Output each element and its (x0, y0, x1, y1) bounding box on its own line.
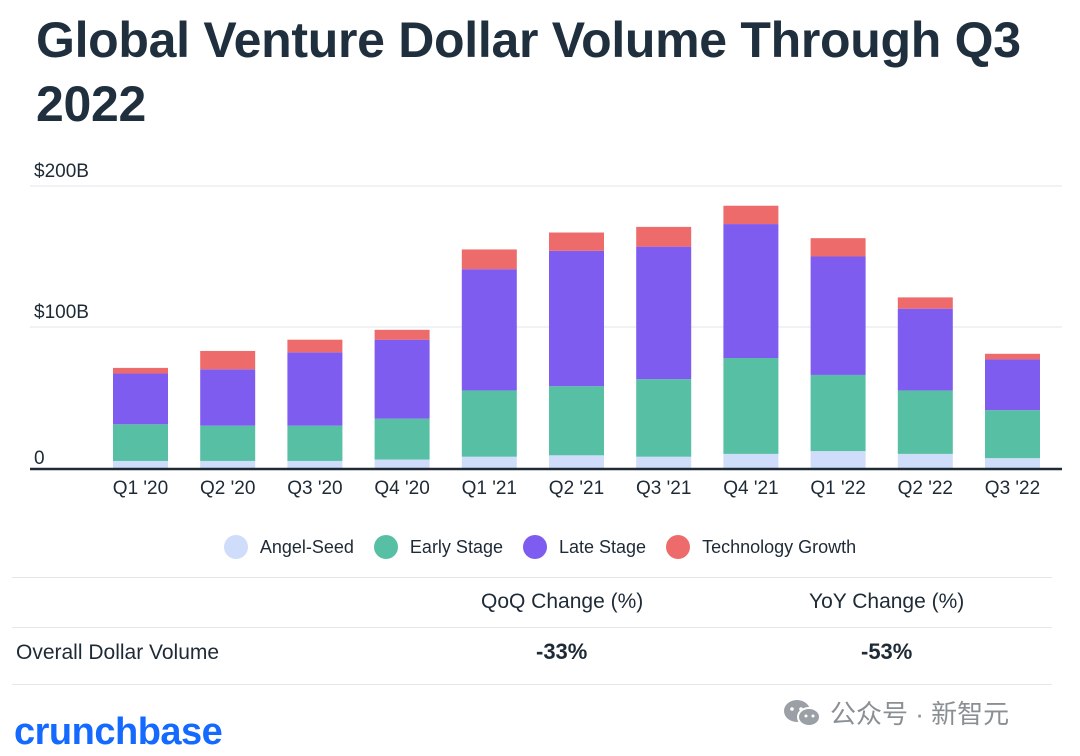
bar-early-stage-8 (810, 374, 866, 452)
bar-late-stage-6 (636, 246, 692, 380)
bar-technology-growth-5 (549, 232, 604, 251)
x-tick-label-0: Q1 '20 (113, 478, 168, 499)
bar-angel-seed-8 (810, 451, 866, 468)
legend-swatch-early-stage (373, 535, 398, 559)
y-tick-label-2: $200B (34, 161, 89, 182)
bar-late-stage-9 (897, 308, 953, 391)
x-tick-label-10: Q3 '22 (985, 478, 1040, 499)
legend-item-late-stage: Late Stage (522, 535, 647, 559)
yoy-header: YoY Change (%) (809, 590, 965, 613)
x-tick-label-5: Q2 '21 (549, 478, 604, 499)
x-tick-label-3: Q4 '20 (374, 478, 429, 499)
y-tick-label-1: $100B (34, 302, 89, 323)
x-tick-label-1: Q2 '20 (200, 478, 255, 499)
bar-technology-growth-10 (985, 353, 1040, 360)
legend-swatch-technology-growth (666, 535, 691, 559)
overall-dollar-volume-label: Overall Dollar Volume (16, 641, 220, 664)
table-header-divider (12, 627, 1052, 628)
bar-technology-growth-4 (461, 249, 517, 270)
x-tick-label-7: Q4 '21 (723, 478, 778, 499)
table-bottom-divider (12, 684, 1052, 685)
bar-angel-seed-7 (723, 453, 779, 468)
bar-angel-seed-9 (897, 453, 953, 468)
yoy-value: -53% (861, 639, 913, 664)
bar-angel-seed-0 (113, 460, 168, 468)
y-tick-label-0: 0 (34, 448, 45, 469)
bar-late-stage-8 (810, 256, 866, 375)
bar-late-stage-5 (549, 250, 604, 387)
bar-late-stage-4 (461, 269, 517, 391)
bar-early-stage-1 (200, 425, 256, 461)
bar-angel-seed-4 (461, 456, 517, 468)
legend-item-technology-growth: Technology Growth (666, 535, 856, 559)
chart-title: Global Venture Dollar Volume Through Q3 … (36, 12, 1021, 132)
watermark-text: 公众号 · 新智元 (830, 699, 1010, 729)
bar-early-stage-7 (723, 358, 779, 454)
bar-angel-seed-10 (985, 458, 1040, 468)
chart-legend: Angel-Seed Early Stage Late Stage Technolog… (0, 532, 1080, 562)
x-tick-label-8: Q1 '22 (810, 478, 865, 499)
bar-technology-growth-7 (723, 205, 779, 225)
legend-label-angel-seed: Angel-Seed (259, 536, 354, 557)
legend-label-late-stage: Late Stage (558, 536, 647, 557)
bar-technology-growth-3 (374, 329, 430, 340)
stacked-bar-chart: 0 $100B $200B Q1 '20 Q2 '20 Q3 '20 Q4 '20 Q1 '2… (30, 161, 1062, 499)
bar-angel-seed-2 (287, 460, 343, 468)
bar-late-stage-3 (374, 339, 430, 419)
legend-swatch-late-stage (522, 535, 547, 559)
bar-late-stage-1 (200, 369, 256, 426)
qoq-value: -33% (536, 639, 588, 664)
legend-item-angel-seed: Angel-Seed (223, 535, 354, 559)
bar-angel-seed-1 (200, 460, 256, 468)
bar-angel-seed-6 (636, 456, 692, 468)
legend-label-early-stage: Early Stage (409, 536, 503, 557)
bar-angel-seed-5 (549, 455, 604, 468)
legend-label-technology-growth: Technology Growth (702, 536, 857, 557)
bar-early-stage-2 (287, 425, 343, 461)
x-tick-label-9: Q2 '22 (898, 478, 953, 499)
bar-early-stage-4 (461, 390, 517, 457)
x-tick-label-2: Q3 '20 (287, 478, 342, 499)
bar-technology-growth-2 (287, 339, 343, 353)
bar-technology-growth-1 (200, 350, 256, 370)
crunchbase-logo: crunchbase (14, 711, 223, 753)
bar-late-stage-0 (113, 373, 168, 425)
bar-technology-growth-6 (636, 226, 692, 247)
bar-angel-seed-3 (374, 459, 430, 468)
bar-technology-growth-9 (897, 297, 953, 309)
bar-late-stage-2 (287, 352, 343, 426)
bar-early-stage-6 (636, 379, 692, 457)
bar-early-stage-5 (549, 386, 604, 456)
bar-early-stage-10 (985, 410, 1040, 459)
legend-item-early-stage: Early Stage (373, 535, 503, 559)
bar-late-stage-7 (723, 224, 779, 359)
bar-early-stage-0 (113, 424, 168, 461)
x-tick-label-6: Q3 '21 (636, 478, 691, 499)
bar-early-stage-9 (897, 390, 953, 454)
wechat-icon (782, 698, 822, 728)
bar-early-stage-3 (374, 418, 430, 460)
x-tick-label-4: Q1 '21 (462, 478, 517, 499)
watermark: 公众号 · 新智元 (782, 694, 1009, 731)
qoq-header: QoQ Change (%) (481, 590, 644, 613)
bar-technology-growth-0 (113, 367, 168, 374)
bar-late-stage-10 (985, 359, 1040, 411)
bar-technology-growth-8 (810, 238, 866, 257)
legend-swatch-angel-seed (223, 535, 248, 559)
table-top-divider (12, 577, 1052, 578)
